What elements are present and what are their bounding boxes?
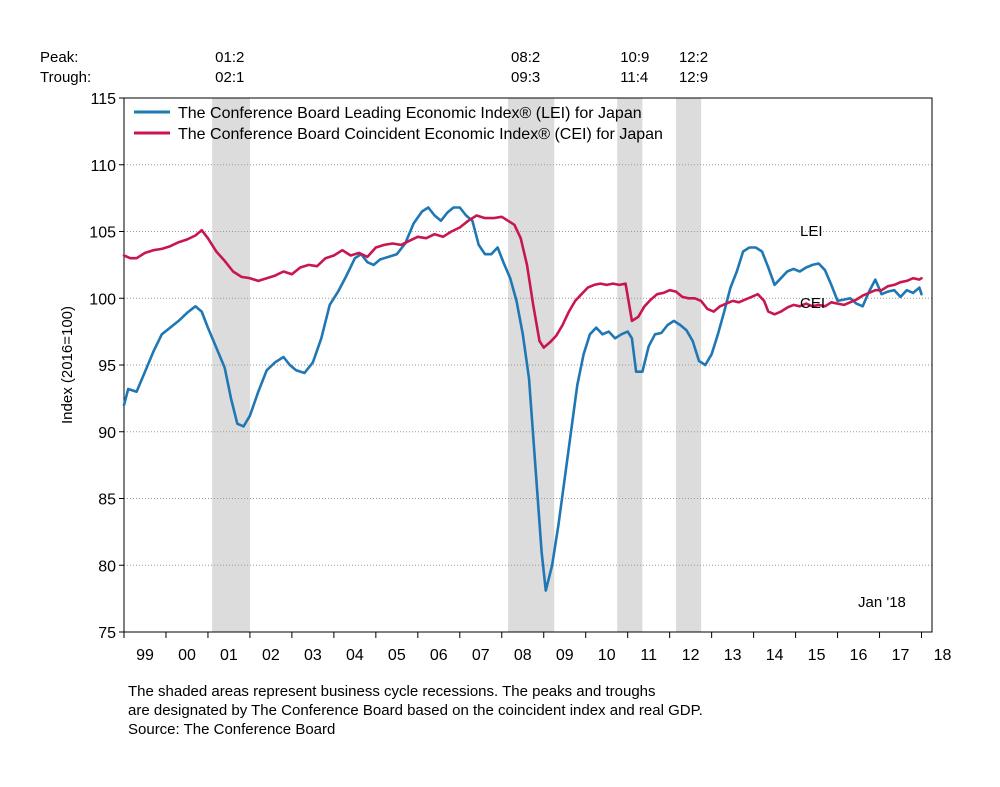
series-lines	[122, 206, 923, 592]
peak-header-label: Peak:	[40, 49, 78, 66]
legend: The Conference Board Leading Economic In…	[134, 105, 663, 143]
x-tick-label-02: 02	[262, 647, 280, 664]
trough-date-3: 11:4	[620, 69, 648, 86]
legend-entry-cei: The Conference Board Coincident Economic…	[178, 126, 663, 143]
legend-entry-lei: The Conference Board Leading Economic In…	[178, 105, 642, 122]
y-tick-label-110: 110	[90, 158, 116, 175]
y-tick-label-95: 95	[98, 358, 116, 375]
recession-shading	[212, 98, 702, 632]
y-tick-label-80: 80	[98, 558, 116, 575]
x-tick-label-01: 01	[220, 647, 238, 664]
trough-date-1: 02:1	[215, 69, 244, 86]
x-tick-label-04: 04	[346, 647, 364, 664]
x-tick-label-08: 08	[514, 647, 532, 664]
x-tick-label-14: 14	[766, 647, 784, 664]
peak-date-3: 10:9	[620, 49, 649, 66]
y-tick-label-115: 115	[90, 91, 116, 108]
peak-date-1: 01:2	[215, 49, 244, 66]
y-tick-label-90: 90	[98, 425, 116, 442]
peak-date-2: 08:2	[511, 49, 540, 66]
date-note: Jan '18	[858, 594, 906, 611]
peak-date-4: 12:2	[679, 49, 708, 66]
y-tick-label-100: 100	[89, 291, 116, 308]
x-tick-label-18: 18	[934, 647, 952, 664]
x-tick-label-99: 99	[136, 647, 154, 664]
trough-header-label: Trough:	[40, 69, 91, 86]
x-tick-label-06: 06	[430, 647, 448, 664]
x-tick-label-17: 17	[892, 647, 910, 664]
series-label-lei: LEI	[800, 223, 823, 240]
x-tick-label-11: 11	[640, 647, 657, 664]
y-tick-label-105: 105	[89, 225, 116, 242]
series-line-cei	[122, 214, 923, 349]
x-tick-label-16: 16	[850, 647, 868, 664]
footnote-source: Source: The Conference Board	[128, 721, 336, 738]
trough-date-4: 12:9	[679, 69, 708, 86]
x-tick-label-15: 15	[808, 647, 826, 664]
trough-date-2: 09:3	[511, 69, 540, 86]
recession-band-2	[508, 98, 555, 632]
series-line-lei	[122, 206, 923, 592]
footnote-line-1: The shaded areas represent business cycl…	[128, 683, 656, 700]
x-tick-label-13: 13	[724, 647, 742, 664]
footnote-line-2: are designated by The Conference Board b…	[128, 702, 703, 719]
x-tick-label-09: 09	[556, 647, 574, 664]
annotations: Peak: Trough: 01:2 02:1 08:2 09:3 10:9 11:4 12:2…	[40, 49, 906, 611]
x-tick-label-10: 10	[598, 647, 616, 664]
recession-band-3	[617, 98, 643, 632]
x-tick-label-05: 05	[388, 647, 406, 664]
series-label-cei: CEI	[800, 295, 825, 312]
y-tick-label-85: 85	[98, 492, 116, 509]
x-tick-label-12: 12	[682, 647, 700, 664]
recession-band-1	[212, 98, 250, 632]
y-tick-label-75: 75	[98, 625, 116, 642]
x-tick-label-00: 00	[178, 647, 196, 664]
x-tick-label-07: 07	[472, 647, 490, 664]
x-tick-label-03: 03	[304, 647, 322, 664]
y-axis-title: Index (2016=100)	[59, 306, 76, 424]
